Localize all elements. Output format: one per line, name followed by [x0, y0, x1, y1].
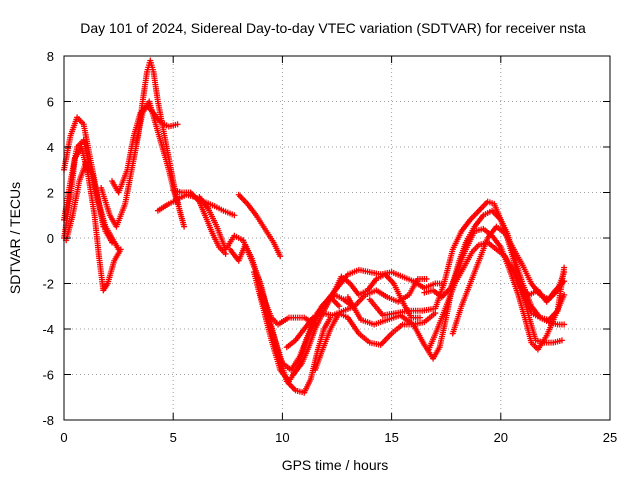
y-axis-label: SDTVAR / TECUs — [7, 182, 23, 294]
x-tick-label: 25 — [603, 430, 617, 445]
series-arc-12 — [235, 191, 284, 260]
series-arc-10 — [196, 194, 247, 253]
series-arc-11 — [226, 241, 319, 328]
x-tick-label: 20 — [494, 430, 508, 445]
y-tick-label: -8 — [42, 413, 54, 428]
data-point — [558, 337, 565, 344]
y-tick-label: 6 — [47, 95, 54, 110]
data-point — [561, 321, 568, 328]
data-point — [561, 278, 568, 285]
x-tick-label: 5 — [170, 430, 177, 445]
axis-ticks: 0 5 10 15 20 25 -8 -6 -4 -2 0 2 4 6 8 — [42, 49, 617, 445]
series-arc-25 — [508, 264, 568, 305]
series-arc-4 — [63, 159, 116, 246]
data-point — [336, 303, 343, 310]
y-tick-label: -2 — [42, 277, 54, 292]
data-point — [117, 246, 124, 253]
y-tick-label: 0 — [47, 231, 54, 246]
data-point — [561, 269, 568, 276]
data-point — [277, 253, 284, 260]
x-axis-label: GPS time / hours — [282, 457, 389, 473]
y-tick-label: 2 — [47, 186, 54, 201]
y-tick-label: -4 — [42, 322, 54, 337]
x-tick-label: 15 — [384, 430, 398, 445]
y-tick-label: 8 — [47, 49, 54, 64]
series-arc-23 — [425, 239, 568, 353]
data-point — [561, 291, 568, 298]
data-point — [416, 314, 423, 321]
series-arc-19 — [323, 266, 448, 305]
data-points — [61, 57, 568, 396]
chart-title: Day 101 of 2024, Sidereal Day-to-day VTE… — [80, 20, 586, 36]
y-tick-label: -6 — [42, 368, 54, 383]
x-tick-label: 10 — [275, 430, 289, 445]
y-tick-label: 4 — [47, 140, 54, 155]
series-arc-18 — [312, 310, 439, 373]
x-tick-label: 0 — [60, 430, 67, 445]
series-arc-15 — [257, 291, 356, 373]
data-point — [109, 239, 116, 246]
data-point — [423, 275, 430, 282]
data-point — [181, 223, 188, 230]
data-point — [231, 212, 238, 219]
data-point — [174, 121, 181, 128]
